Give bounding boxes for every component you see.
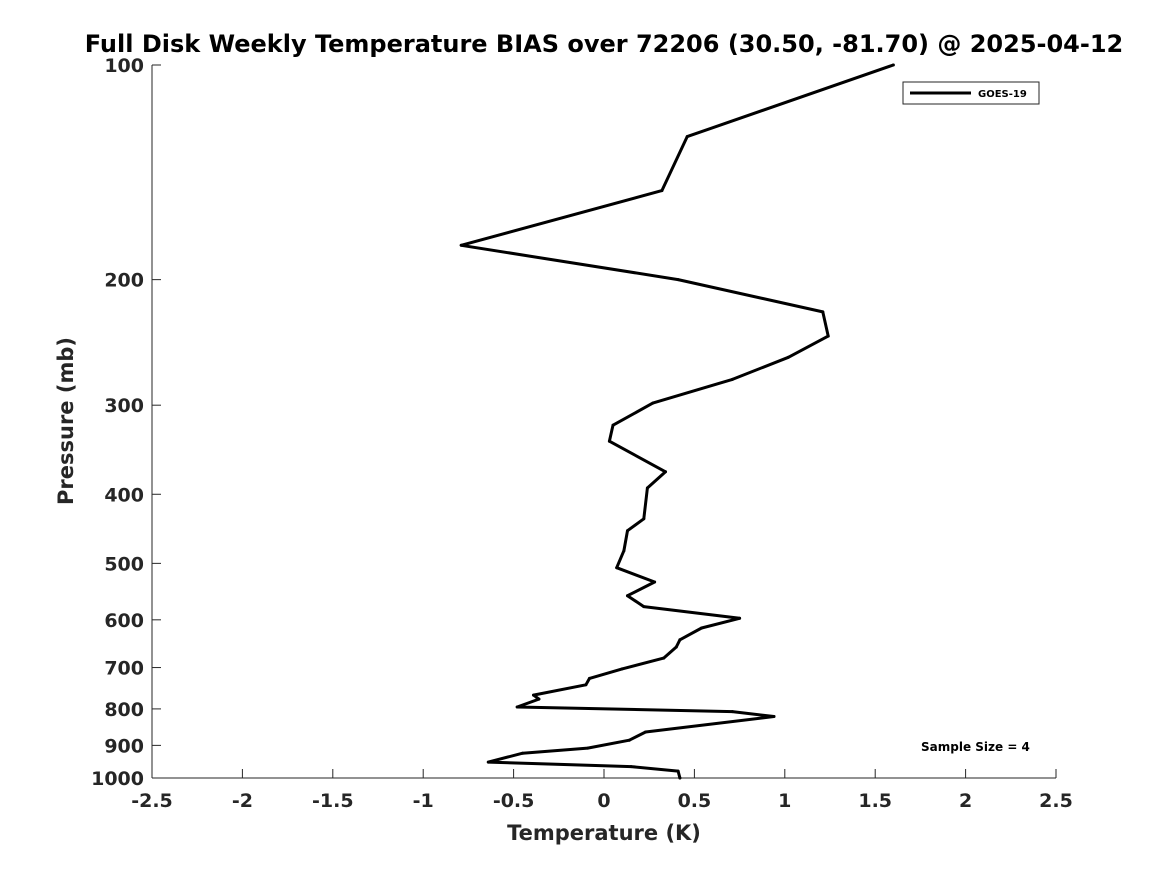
y-tick-label: 600 [104,610,144,632]
y-tick-label: 900 [104,735,144,757]
data-point [826,334,830,338]
data-point [459,243,463,247]
y-ticks: 100 200 300 400 500 600 700 800 900 1000 [91,55,161,790]
data-point [611,423,615,427]
data-point [645,486,649,490]
data-point [676,278,680,282]
data-point [642,605,646,609]
data-point [660,189,664,193]
data-point [622,549,626,553]
x-tick-label: -2.5 [131,790,173,812]
data-point [584,683,588,687]
data-point [730,710,734,714]
x-tick-label: 2.5 [1039,790,1073,812]
data-point [891,63,895,67]
x-tick-label: 2 [959,790,972,812]
data-point [738,616,742,620]
data-point [651,401,655,405]
y-tick-label: 100 [104,55,144,77]
data-point [786,355,790,359]
legend: GOES-19 [902,81,1040,105]
x-tick-label: 1.5 [858,790,892,812]
data-point [586,746,590,750]
x-ticks: -2.5 -2 -1.5 -1 -0.5 0 0.5 1 1.5 2 2.5 [131,769,1073,812]
data-point [653,580,657,584]
data-point [642,517,646,521]
y-tick-label: 500 [104,553,144,575]
x-tick-label: -0.5 [493,790,535,812]
x-tick-label: -1.5 [312,790,354,812]
data-point [629,765,633,769]
legend-label-goes19: GOES-19 [978,89,1027,100]
y-axis-label: Pressure (mb) [54,337,78,505]
data-point [678,638,682,642]
plot-area [151,65,1056,779]
x-tick-label: 0.5 [678,790,712,812]
chart-title: Full Disk Weekly Temperature BIAS over 7… [85,30,1124,58]
data-point [627,738,631,742]
x-tick-label: -2 [232,790,253,812]
y-tick-label: 800 [104,699,144,721]
y-tick-label: 300 [104,395,144,417]
data-point [676,769,680,773]
data-point [521,751,525,755]
data-point [515,705,519,709]
data-point [821,310,825,314]
series-line-goes19 [459,63,895,780]
x-axis-label: Temperature (K) [507,821,701,845]
data-point [486,760,490,764]
x-tick-label: 1 [778,790,791,812]
y-tick-label: 1000 [91,768,144,790]
data-point [664,470,667,474]
data-point [620,667,624,671]
data-point [588,676,591,680]
data-point [772,715,776,718]
data-point [678,776,682,780]
data-point [644,730,648,734]
series-points [459,63,895,780]
data-point [537,697,541,701]
data-point [662,656,666,660]
data-point [674,645,678,649]
data-point [532,693,535,697]
y-tick-label: 400 [104,484,144,506]
y-tick-label: 700 [104,658,144,680]
data-point [626,594,629,598]
x-tick-label: 0 [597,790,610,812]
data-point [626,529,629,533]
data-point [730,377,734,381]
data-point [700,626,704,630]
y-tick-label: 200 [104,270,144,292]
sample-size-annotation: Sample Size = 4 [921,740,1030,754]
data-point [607,439,611,443]
data-point [615,566,619,570]
x-tick-label: -1 [413,790,434,812]
data-point [685,135,689,139]
